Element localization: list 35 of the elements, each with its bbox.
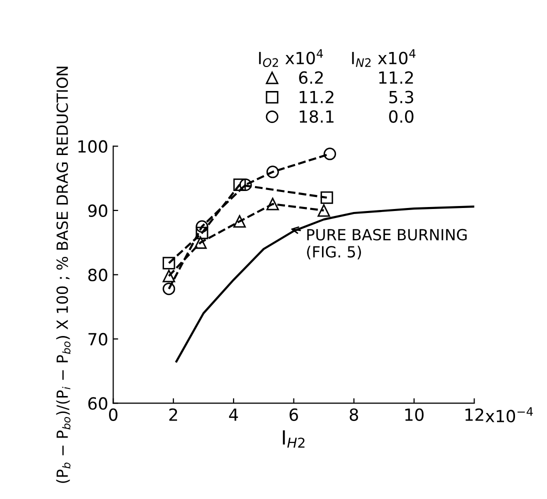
y-tick-label: 80	[88, 268, 108, 282]
legend-label: 6.2 11.2	[299, 71, 413, 84]
x-tick-label: 4	[229, 408, 238, 421]
x-axis-title: I$_{H2}$	[282, 430, 304, 448]
x-tick-label: 6	[290, 408, 298, 421]
point	[194, 236, 207, 249]
point	[162, 256, 176, 270]
x-tick-label: 2	[169, 408, 178, 421]
legend-label: 11.2 5.3	[300, 90, 414, 104]
point	[266, 166, 279, 178]
x-tick-label: 10	[405, 408, 424, 421]
point	[233, 215, 246, 228]
point	[318, 204, 330, 217]
point	[324, 148, 336, 160]
y-tick-label: 70	[88, 332, 108, 346]
point	[239, 178, 252, 192]
text: I$_{O2}$ x10$^{4}$ I$_{N2}$ x10$^{4}$	[259, 49, 416, 67]
x-tick-label: 0	[109, 408, 118, 421]
point	[266, 198, 279, 210]
text: (P$_{b}$ − P$_{bo}$)/(P$_{i}$ − P$_{bo}$) X 100 ; % BASE DRAG REDUCTION	[56, 66, 70, 483]
point	[162, 270, 176, 282]
line-series	[175, 206, 474, 362]
x-tick-label: 12	[465, 408, 484, 421]
legend-label: 18.1 0.0	[300, 110, 414, 123]
text: x10$^{−4}$	[486, 407, 533, 422]
y-tick-label: 100	[78, 140, 108, 153]
point	[162, 282, 176, 296]
y-tick-label: 60	[88, 397, 108, 410]
annotation: PURE BASE BURNING (FIG. 5)	[307, 228, 467, 260]
point	[196, 226, 208, 240]
x-tick-label: 8	[350, 408, 358, 421]
y-tick-label: 90	[88, 204, 108, 218]
point	[233, 178, 246, 192]
point	[196, 220, 208, 233]
point	[320, 191, 334, 204]
